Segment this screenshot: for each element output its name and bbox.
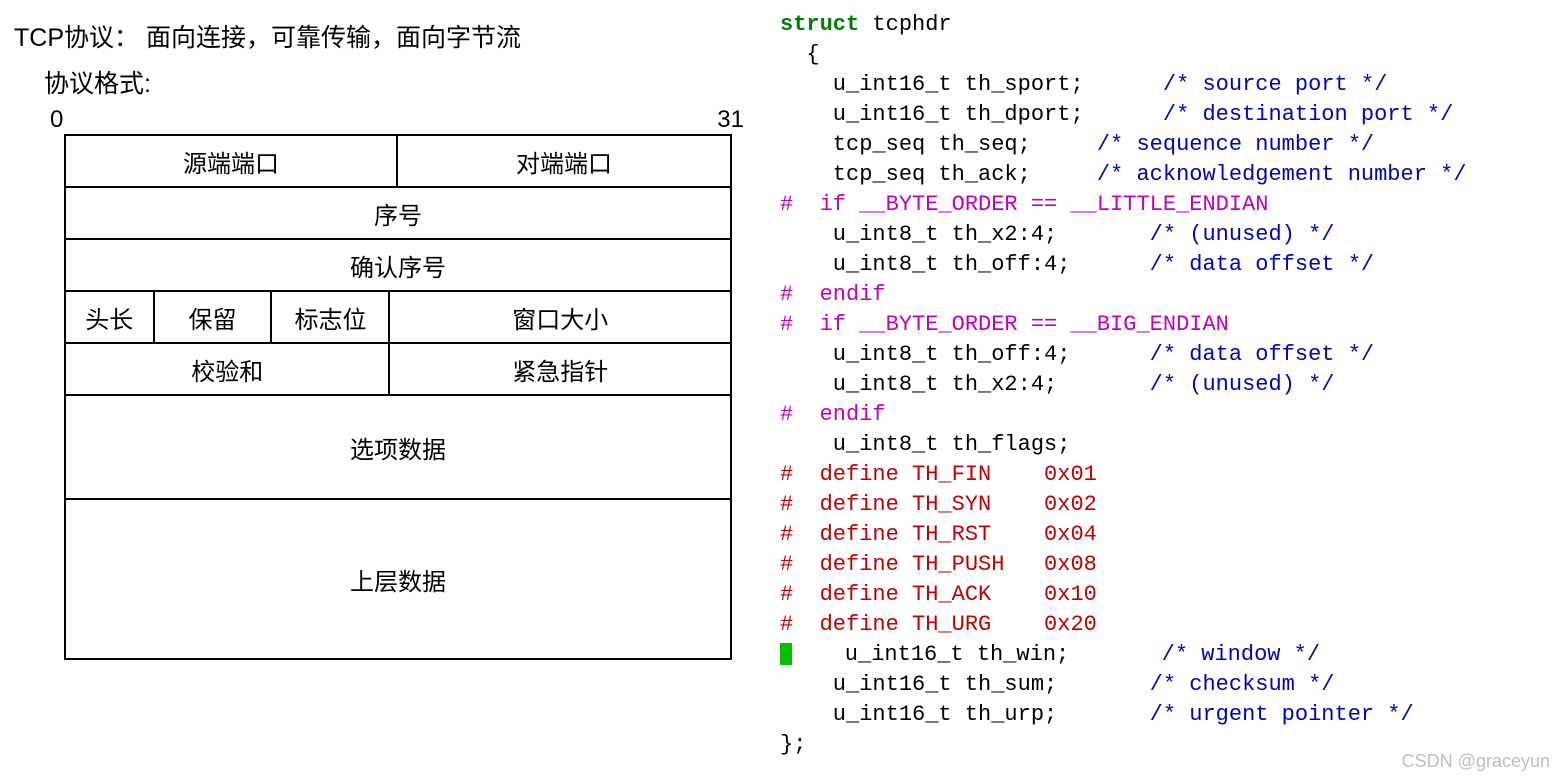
pp-endif2: # endif	[780, 402, 886, 427]
cmt-off2: /* data offset */	[1070, 342, 1374, 367]
cmt-x22: /* (unused) */	[1057, 372, 1334, 397]
keyword-struct: struct	[780, 12, 872, 37]
pp-endif1: # endif	[780, 282, 886, 307]
brace-open: {	[780, 42, 820, 67]
table-row: 头长 保留 标志位 窗口大小	[66, 292, 730, 344]
code-panel: struct tcphdr { u_int16_t th_sport; /* s…	[770, 10, 1558, 760]
table-row: 校验和 紧急指针	[66, 344, 730, 396]
cell-source-port: 源端端口	[66, 136, 398, 186]
table-row: 源端端口 对端端口	[66, 136, 730, 188]
decl-off: u_int8_t th_off:4;	[780, 252, 1070, 277]
struct-name: tcphdr	[872, 12, 951, 37]
cell-flags: 标志位	[272, 292, 390, 342]
table-row: 上层数据	[66, 500, 730, 660]
def-urg: # define TH_URG 0x20	[780, 612, 1097, 637]
def-rst: # define TH_RST 0x04	[780, 522, 1097, 547]
cell-reserved: 保留	[155, 292, 273, 342]
cell-ack: 确认序号	[66, 240, 730, 290]
def-push: # define TH_PUSH 0x08	[780, 552, 1097, 577]
decl-win: u_int16_t th_win;	[792, 642, 1069, 667]
format-subtitle: 协议格式:	[44, 64, 760, 100]
table-row: 序号	[66, 188, 730, 240]
decl-sum: u_int16_t th_sum;	[780, 672, 1057, 697]
def-syn: # define TH_SYN 0x02	[780, 492, 1097, 517]
watermark: CSDN @graceyun	[1402, 751, 1550, 772]
bit-start: 0	[50, 106, 63, 134]
decl-sport: u_int16_t th_sport;	[780, 72, 1084, 97]
decl-off2: u_int8_t th_off:4;	[780, 342, 1070, 367]
table-row: 选项数据	[66, 396, 730, 500]
def-ack: # define TH_ACK 0x10	[780, 582, 1097, 607]
cmt-sport: /* source port */	[1084, 72, 1388, 97]
cmt-sum: /* checksum */	[1057, 672, 1334, 697]
decl-flags: u_int8_t th_flags;	[780, 432, 1070, 457]
cell-hdrlen: 头长	[66, 292, 155, 342]
decl-ack: tcp_seq th_ack;	[780, 162, 1031, 187]
cell-urgent: 紧急指针	[390, 344, 730, 394]
tcp-header-diagram: 源端端口 对端端口 序号 确认序号 头长 保留 标志位 窗口大小 校验和 紧急指…	[64, 134, 732, 660]
cell-seq: 序号	[66, 188, 730, 238]
cmt-x2: /* (unused) */	[1057, 222, 1334, 247]
cell-options: 选项数据	[66, 396, 730, 498]
text-cursor	[780, 643, 792, 665]
cell-checksum: 校验和	[66, 344, 390, 394]
brace-close: };	[780, 732, 806, 757]
left-panel: TCP协议： 面向连接，可靠传输，面向字节流 协议格式: 0 31 源端端口 对…	[10, 10, 770, 760]
main-title: TCP协议： 面向连接，可靠传输，面向字节流	[14, 18, 760, 54]
struct-code: struct tcphdr { u_int16_t th_sport; /* s…	[780, 10, 1558, 760]
cmt-urp: /* urgent pointer */	[1057, 702, 1413, 727]
cell-data: 上层数据	[66, 500, 730, 658]
table-row: 确认序号	[66, 240, 730, 292]
cmt-win: /* window */	[1069, 642, 1320, 667]
pp-if-le: # if __BYTE_ORDER == __LITTLE_ENDIAN	[780, 192, 1268, 217]
cell-window: 窗口大小	[390, 292, 730, 342]
decl-seq: tcp_seq th_seq;	[780, 132, 1031, 157]
decl-x2: u_int8_t th_x2:4;	[780, 222, 1057, 247]
cmt-ack: /* acknowledgement number */	[1031, 162, 1467, 187]
decl-dport: u_int16_t th_dport;	[780, 102, 1084, 127]
def-fin: # define TH_FIN 0x01	[780, 462, 1097, 487]
cmt-dport: /* destination port */	[1084, 102, 1454, 127]
decl-urp: u_int16_t th_urp;	[780, 702, 1057, 727]
bit-end: 31	[717, 106, 744, 134]
cmt-off: /* data offset */	[1070, 252, 1374, 277]
pp-if-be: # if __BYTE_ORDER == __BIG_ENDIAN	[780, 312, 1229, 337]
cell-dest-port: 对端端口	[398, 136, 730, 186]
decl-x22: u_int8_t th_x2:4;	[780, 372, 1057, 397]
cmt-seq: /* sequence number */	[1031, 132, 1374, 157]
bit-range: 0 31	[50, 106, 740, 134]
